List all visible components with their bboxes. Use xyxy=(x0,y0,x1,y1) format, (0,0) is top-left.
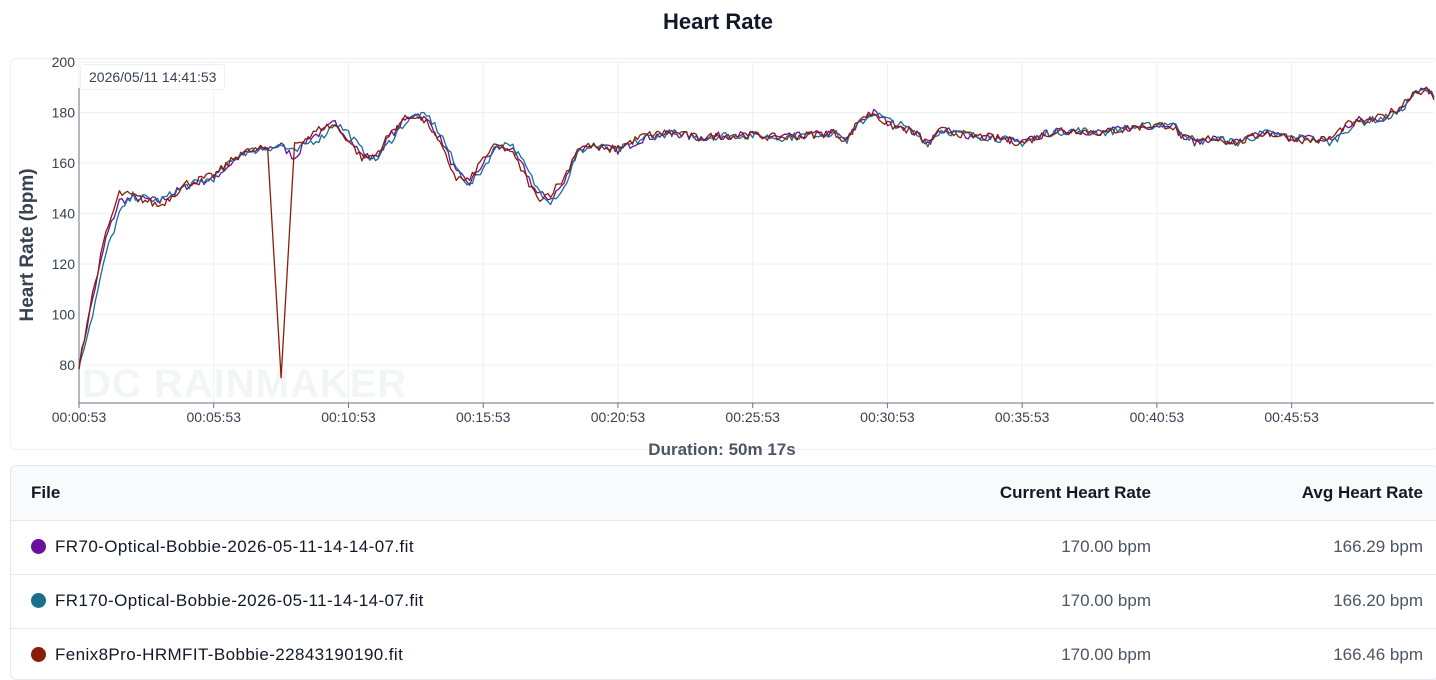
watermark: DC RAINMAKER xyxy=(82,362,407,406)
file-name: Fenix8Pro-HRMFIT-Bobbie-22843190190.fit xyxy=(55,645,404,664)
chart-title: Heart Rate xyxy=(662,9,774,34)
table-header-row: File Current Heart Rate Avg Heart Rate xyxy=(11,466,1436,521)
column-header-current-heart-rate[interactable]: Current Heart Rate xyxy=(999,483,1151,502)
table-row[interactable]: FR70-Optical-Bobbie-2026-05-11-14-14-07.… xyxy=(11,520,1436,575)
x-tick-label: 00:00:53 xyxy=(52,409,107,425)
x-tick-label: 00:15:53 xyxy=(456,409,511,425)
x-tick-label: 00:35:53 xyxy=(995,409,1050,425)
heart-rate-chart[interactable]: DC RAINMAKER 80 100 120 140 160 180 200 00:00:5… xyxy=(0,0,1436,440)
avg-heart-rate-cell: 166.20 bpm xyxy=(1333,591,1423,610)
x-tick-label: 00:40:53 xyxy=(1130,409,1185,425)
x-tick-label: 00:10:53 xyxy=(321,409,376,425)
y-tick-label: 180 xyxy=(52,105,76,121)
table-row[interactable]: Fenix8Pro-HRMFIT-Bobbie-22843190190.fit … xyxy=(11,628,1436,679)
y-tick-label: 120 xyxy=(52,256,76,272)
series-line-3[interactable] xyxy=(78,86,1435,379)
y-tick-label: 140 xyxy=(52,206,76,222)
series-line-2[interactable] xyxy=(78,88,1435,368)
table-row[interactable]: FR170-Optical-Bobbie-2026-05-11-14-14-07… xyxy=(11,574,1436,629)
avg-heart-rate-cell: 166.29 bpm xyxy=(1333,537,1423,556)
y-tick-label: 200 xyxy=(52,54,76,70)
x-tick-label: 00:25:53 xyxy=(725,409,780,425)
file-cell: FR70-Optical-Bobbie-2026-05-11-14-14-07.… xyxy=(31,520,414,574)
series-color-dot xyxy=(31,647,46,662)
current-heart-rate-cell: 170.00 bpm xyxy=(1061,591,1151,610)
hover-timestamp: 2026/05/11 14:41:53 xyxy=(80,64,226,90)
x-tick-label: 00:05:53 xyxy=(186,409,241,425)
current-heart-rate-cell: 170.00 bpm xyxy=(1061,537,1151,556)
current-heart-rate-cell: 170.00 bpm xyxy=(1061,645,1151,664)
x-tick-label: 00:30:53 xyxy=(860,409,915,425)
column-header-file[interactable]: File xyxy=(31,483,61,502)
chart-panel[interactable] xyxy=(10,58,1436,450)
grid-layer xyxy=(78,61,1434,403)
axes-layer: 80 100 120 140 160 180 200 00:00:53 00:05:53 00:1… xyxy=(52,54,1434,425)
file-cell: Fenix8Pro-HRMFIT-Bobbie-22843190190.fit xyxy=(31,628,404,679)
column-header-avg-heart-rate[interactable]: Avg Heart Rate xyxy=(1301,483,1423,502)
series-layer xyxy=(78,86,1435,379)
y-tick-label: 160 xyxy=(52,155,76,171)
file-name: FR70-Optical-Bobbie-2026-05-11-14-14-07.… xyxy=(55,537,414,556)
duration-label: Duration: 50m 17s xyxy=(648,440,796,459)
avg-heart-rate-cell: 166.46 bpm xyxy=(1333,645,1423,664)
series-color-dot xyxy=(31,539,46,554)
y-tick-label: 100 xyxy=(52,307,76,323)
file-cell: FR170-Optical-Bobbie-2026-05-11-14-14-07… xyxy=(31,574,424,628)
y-tick-label: 80 xyxy=(59,357,75,373)
series-line-1[interactable] xyxy=(78,86,1435,370)
y-axis-label: Heart Rate (bpm) xyxy=(17,168,38,321)
x-tick-label: 00:20:53 xyxy=(591,409,646,425)
file-name: FR170-Optical-Bobbie-2026-05-11-14-14-07… xyxy=(55,591,424,610)
x-tick-label: 00:45:53 xyxy=(1264,409,1319,425)
series-color-dot xyxy=(31,593,46,608)
files-table: File Current Heart Rate Avg Heart Rate F… xyxy=(10,465,1436,680)
